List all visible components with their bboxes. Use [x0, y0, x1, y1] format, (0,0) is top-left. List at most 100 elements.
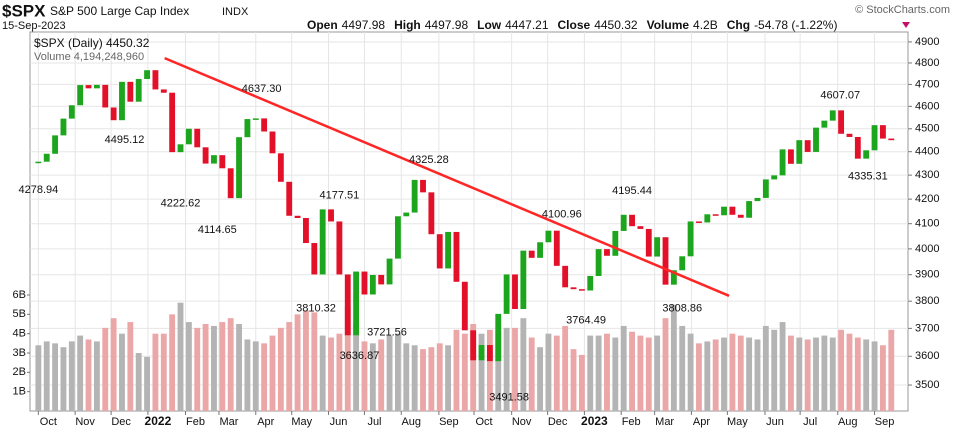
price-bar [378, 274, 385, 285]
volume-bar [520, 318, 527, 411]
price-bar [888, 138, 895, 141]
price-bar [461, 281, 468, 331]
price-bar [821, 120, 828, 128]
volume-bar [43, 341, 50, 411]
change-arrow [902, 22, 910, 28]
price-bar [369, 274, 376, 295]
volume-bar [445, 345, 452, 411]
price-bar [202, 147, 209, 164]
price-bar [879, 125, 886, 139]
volume-bar [687, 333, 694, 411]
volume-bar [52, 343, 59, 411]
price-bar [428, 192, 435, 235]
date: 15-Sep-2023 [2, 20, 66, 32]
legend-entry: Volume 4,194,248,960 [34, 51, 144, 63]
volume-bar [612, 337, 619, 411]
volume-bar [127, 322, 134, 411]
price-bar [679, 256, 686, 271]
price-bar [403, 212, 410, 217]
price-bar [411, 179, 418, 213]
volume-bar [696, 343, 702, 411]
price-bar [144, 70, 150, 80]
price-bar [453, 231, 460, 282]
volume-bar [879, 345, 886, 411]
y-tick-label: 4300 [915, 169, 939, 181]
quote-label: Low [477, 18, 502, 32]
price-bar [277, 153, 284, 182]
quote-value: 4497.98 [425, 18, 469, 32]
volume-tick-label: 4B [13, 328, 26, 340]
price-bar [436, 234, 443, 269]
volume-bar [654, 335, 661, 411]
volume-bar [328, 337, 334, 411]
price-bar [52, 135, 59, 154]
price-bar [629, 214, 635, 227]
volume-bar [587, 335, 594, 411]
price-bar [294, 215, 301, 218]
volume-bar [35, 345, 42, 411]
price-bar [328, 209, 334, 222]
volume-bar [512, 327, 518, 411]
price-bar [604, 249, 610, 256]
volume-bar [303, 310, 309, 411]
volume-bar [829, 337, 836, 411]
price-bar [503, 274, 510, 314]
price-bar [261, 118, 268, 132]
volume-bar [888, 329, 895, 411]
legend-entry: $SPX (Daily) 4450.32 [34, 36, 150, 50]
price-bar [779, 149, 786, 176]
volume-bar [771, 329, 778, 411]
price-bar [244, 119, 251, 138]
price-bar [796, 140, 803, 164]
volume-tick-label: 5B [13, 308, 26, 320]
volume-bar [453, 329, 460, 411]
volume-bar [119, 333, 125, 411]
index-name: S&P 500 Large Cap Index [50, 4, 189, 18]
volume-bar [236, 324, 242, 411]
volume-bar [670, 304, 677, 411]
volume-bar [160, 333, 167, 411]
volume-bar [353, 324, 360, 411]
volume-bar [394, 333, 401, 411]
price-bar [211, 155, 217, 164]
volume-tick-label: 3B [13, 347, 26, 359]
price-bar [344, 274, 351, 336]
x-tick-label: Apr [693, 416, 710, 428]
price-bar [871, 125, 878, 151]
price-bar [721, 206, 727, 216]
price-bar [311, 243, 318, 275]
volume-bar [411, 345, 418, 411]
price-bar [829, 110, 836, 121]
y-tick-label: 4900 [915, 36, 939, 48]
price-bar [135, 79, 142, 102]
price-bar [169, 92, 176, 153]
x-tick-label: Jul [367, 416, 381, 428]
volume-bar [403, 343, 410, 411]
volume-bar [93, 341, 100, 411]
volume-bar [712, 339, 719, 411]
price-bar [93, 84, 100, 89]
volume-tick-label: 1B [13, 386, 26, 398]
x-tick-label: Dec [111, 416, 131, 428]
price-bar [838, 110, 845, 134]
volume-bar [60, 347, 67, 411]
volume-bar [169, 314, 176, 411]
x-tick-label: Aug [838, 416, 858, 428]
annotation: 4607.07 [820, 90, 860, 102]
y-tick-label: 4000 [915, 243, 939, 255]
annotation: 4222.62 [161, 198, 201, 210]
volume-bar [754, 339, 761, 411]
volume-bar [537, 347, 544, 411]
volume-bar [746, 337, 753, 411]
volume-bar [378, 339, 385, 411]
volume-bar [762, 325, 769, 411]
x-tick-label: May [727, 416, 748, 428]
volume-bar [620, 325, 627, 411]
volume-bar [420, 349, 426, 411]
price-bar [386, 258, 393, 285]
volume-bar [570, 349, 577, 411]
volume-bar [102, 327, 109, 411]
price-bar [762, 179, 769, 198]
price-bar [35, 161, 42, 164]
